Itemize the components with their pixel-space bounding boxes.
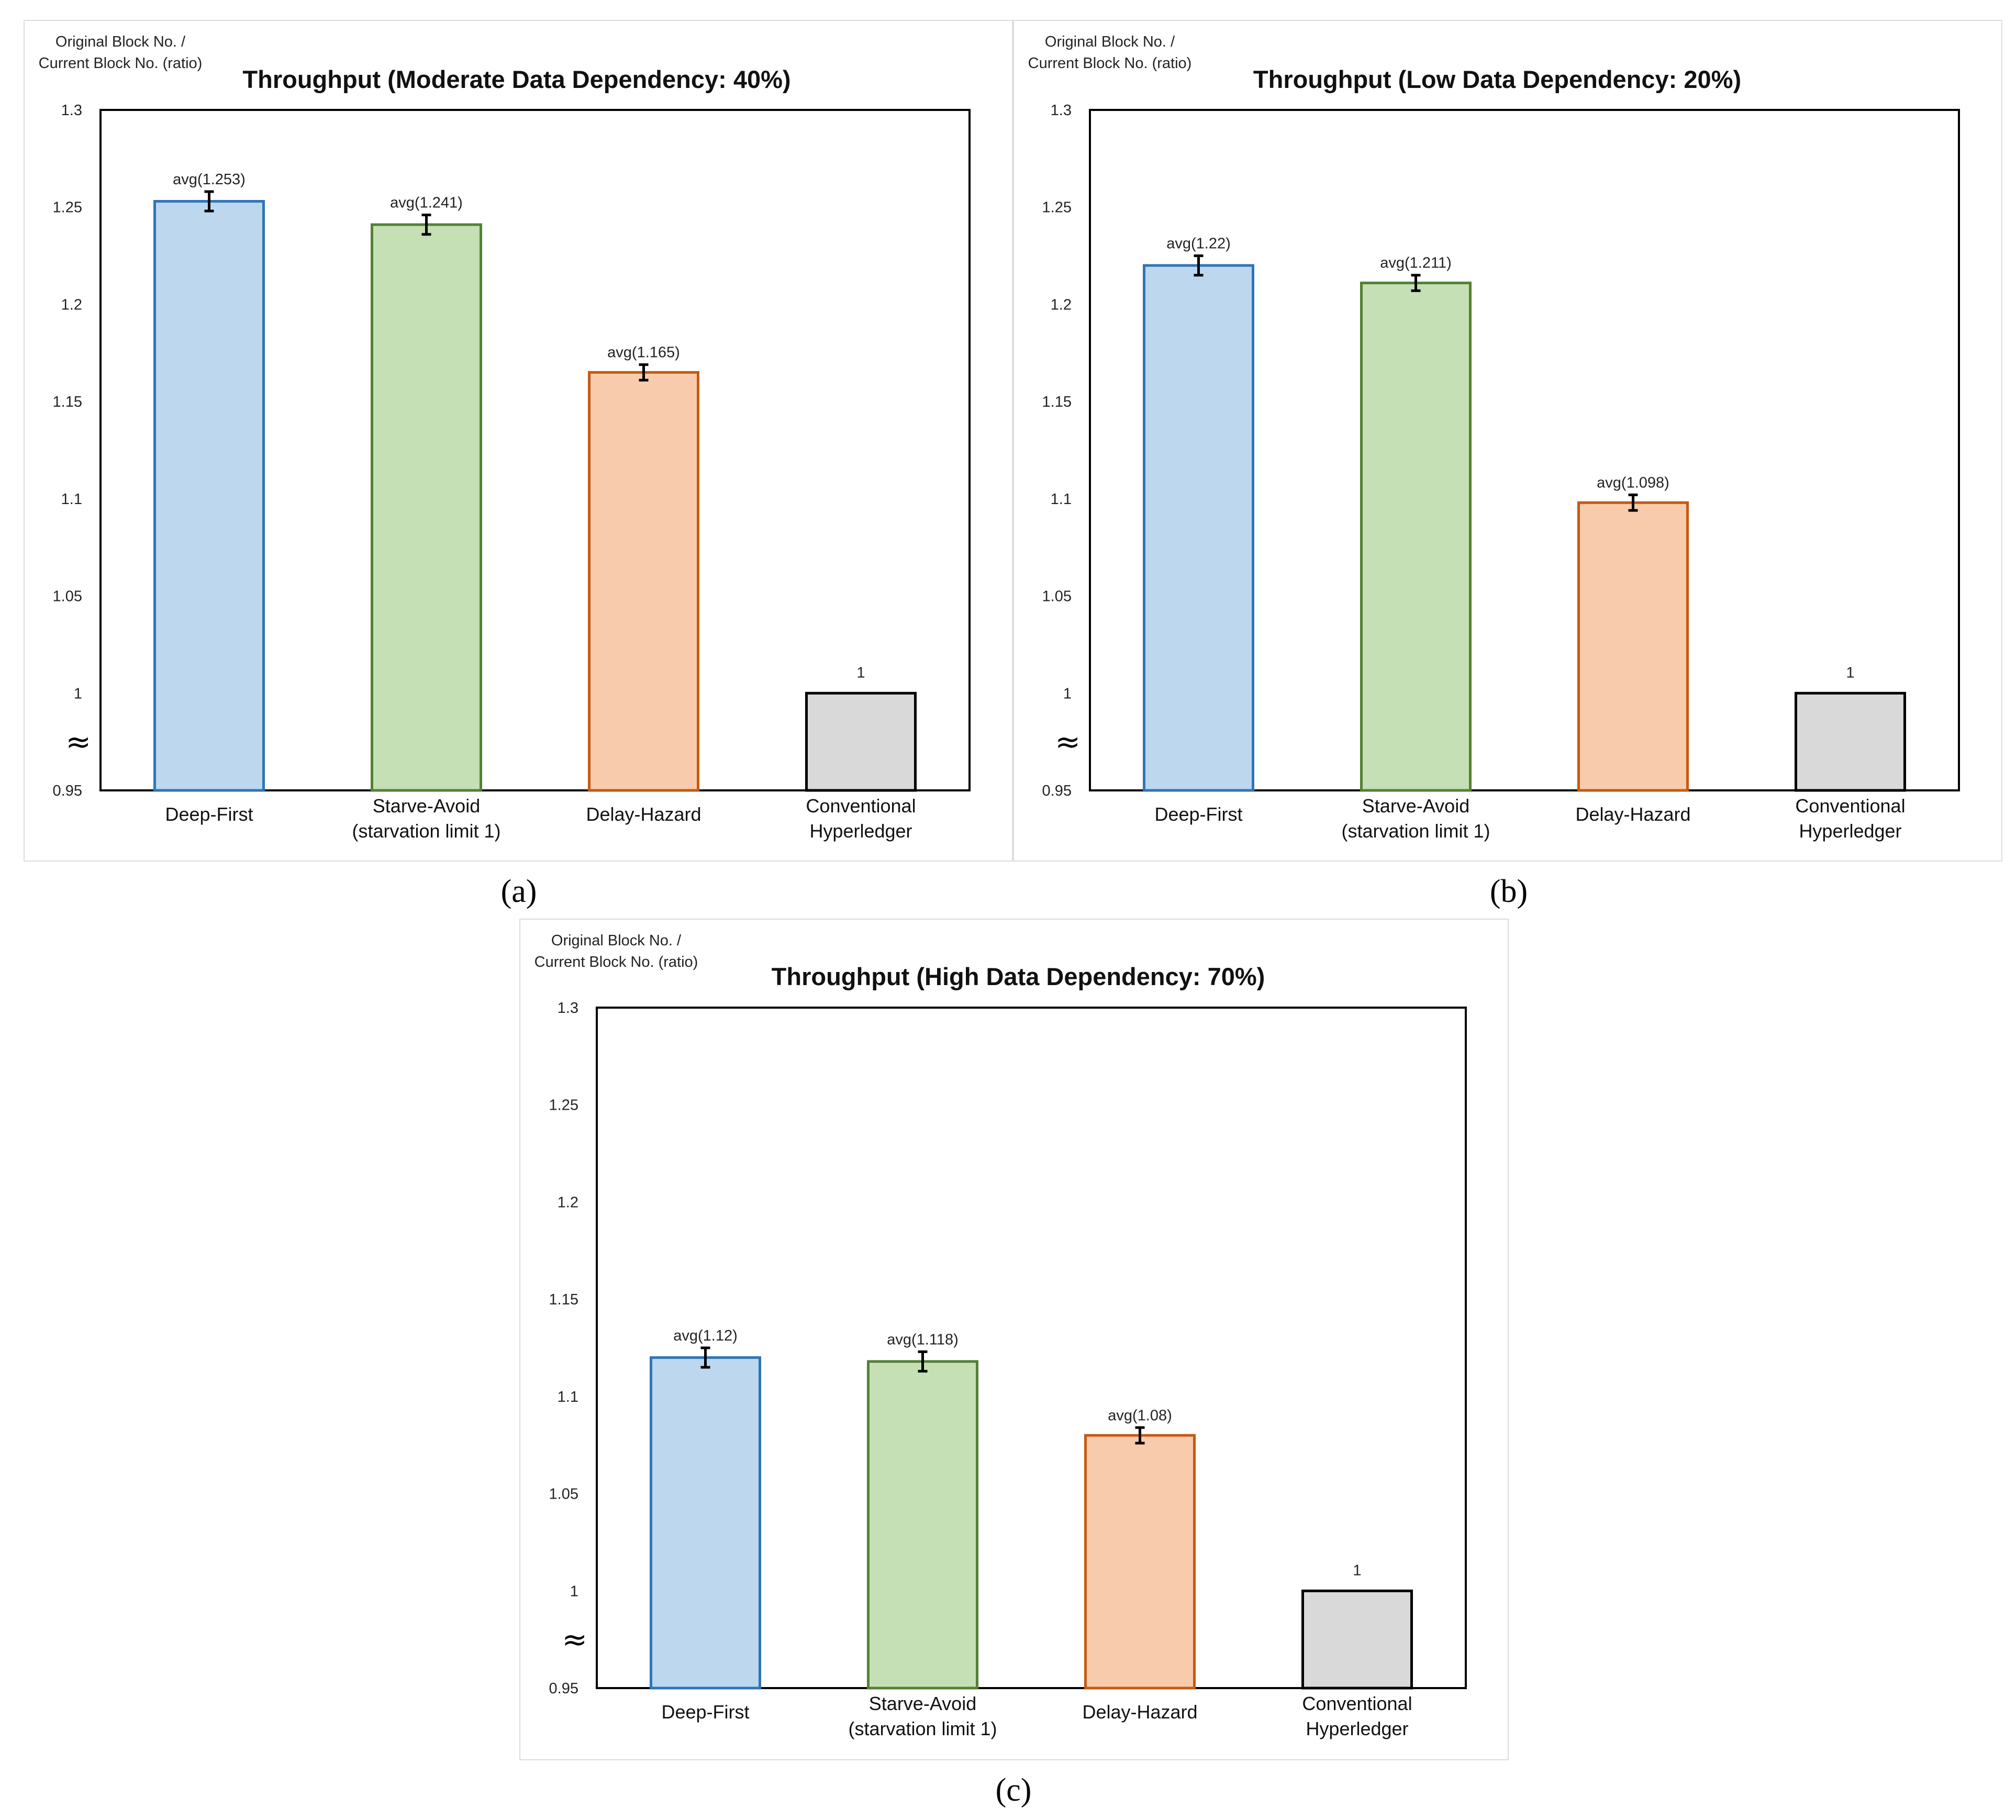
panel-label-b: (b)	[1489, 874, 1528, 909]
chart-a-ytick-label: 1.05	[53, 588, 82, 605]
chart-c-category-label: Starve-Avoid	[869, 1693, 976, 1714]
chart-b-bar	[1360, 282, 1472, 792]
chart-c-ytick-label: 1.3	[558, 1000, 578, 1017]
chart-b-category-label: Delay-Hazard	[1575, 803, 1690, 825]
chart-a-bar	[153, 200, 265, 792]
chart-a-ylabel-line-2: Current Block No. (ratio)	[38, 55, 203, 72]
chart-a-category-label: Deep-First	[165, 803, 253, 825]
chart-b-category-label: Starve-Avoid	[1362, 795, 1469, 817]
chart-c-bar	[867, 1360, 978, 1690]
chart-a-bar	[588, 371, 699, 792]
chart-c-category-label: Hyperledger	[1306, 1718, 1408, 1739]
chart-b-bar	[1143, 264, 1254, 792]
chart-c-bar	[1084, 1434, 1196, 1690]
chart-b-ytick-label: 1.15	[1042, 394, 1072, 410]
chart-c-category-label: (starvation limit 1)	[848, 1718, 997, 1739]
chart-a-axis-break: ≈	[65, 724, 91, 760]
chart-c-ylabel-line-2: Current Block No. (ratio)	[534, 954, 698, 970]
chart-a-category-label: (starvation limit 1)	[352, 820, 500, 842]
chart-a-category-label: Starve-Avoid	[373, 795, 480, 817]
chart-b-ytick-label: 1	[1063, 685, 1072, 702]
chart-a-bar	[371, 223, 482, 792]
chart-b-data-label: avg(1.211)	[1380, 255, 1452, 272]
chart-b-data-label: avg(1.098)	[1597, 474, 1669, 491]
chart-b-ytick-label: 1.05	[1042, 588, 1072, 605]
chart-c-ytick-label: 1.05	[549, 1486, 578, 1503]
chart-a-ytick-label: 1	[74, 685, 82, 702]
chart-b-plot-frame	[1089, 109, 1960, 791]
chart-c-category-label: Delay-Hazard	[1082, 1701, 1197, 1723]
chart-b-bar	[1795, 691, 1906, 792]
chart-c-category-label: Deep-First	[661, 1701, 749, 1723]
chart-c-ytick-label: 0.95	[549, 1680, 578, 1697]
chart-a-bar	[805, 691, 917, 792]
chart-a-ytick-label: 1.15	[53, 394, 82, 410]
chart-c-axis-break: ≈	[562, 1622, 587, 1657]
chart-c-data-label: 1	[1353, 1562, 1361, 1579]
chart-a-ylabel: Original Block No. / Current Block No. (…	[26, 31, 215, 74]
panel-label-c: (c)	[995, 1772, 1032, 1808]
chart-a-ytick-label: 1.2	[61, 296, 82, 313]
chart-b-data-label: avg(1.22)	[1166, 236, 1231, 252]
chart-c-ytick-label: 1	[570, 1583, 578, 1600]
chart-a-data-label: 1	[856, 664, 865, 681]
chart-a-category-label: Delay-Hazard	[586, 803, 701, 825]
chart-a-data-label: avg(1.165)	[607, 344, 680, 361]
chart-a-ytick-label: 1.3	[61, 102, 82, 119]
chart-b-ytick-label: 1.2	[1051, 296, 1072, 313]
chart-c-data-label: avg(1.08)	[1108, 1407, 1172, 1424]
chart-a-ylabel-line-1: Original Block No. /	[55, 34, 186, 50]
chart-b-ytick-label: 1.3	[1051, 102, 1072, 119]
chart-c-ylabel-line-1: Original Block No. /	[551, 932, 682, 949]
chart-c-category-label: Conventional	[1302, 1693, 1412, 1714]
chart-c-bar	[650, 1356, 761, 1690]
chart-b-ylabel-line-2: Current Block No. (ratio)	[1028, 55, 1192, 72]
chart-b-ytick-label: 0.95	[1042, 783, 1072, 799]
chart-b-bar	[1577, 501, 1689, 792]
chart-a-plot-frame	[99, 109, 971, 791]
chart-c-data-label: avg(1.118)	[887, 1331, 959, 1348]
chart-b-category-label: (starvation limit 1)	[1341, 820, 1490, 842]
chart-a-title: Throughput (Moderate Data Dependency: 40…	[242, 65, 791, 93]
chart-b-ytick-label: 1.25	[1042, 199, 1072, 216]
chart-a-category-label: Hyperledger	[809, 820, 912, 842]
chart-b-ytick-label: 1.1	[1051, 491, 1072, 508]
chart-b-category-label: Conventional	[1795, 795, 1905, 817]
chart-c-plot-frame	[596, 1007, 1467, 1689]
chart-a-data-label: avg(1.253)	[173, 171, 246, 188]
chart-a-ytick-label: 1.1	[61, 491, 82, 508]
chart-c-title: Throughput (High Data Dependency: 70%)	[771, 963, 1265, 990]
chart-c-bar	[1301, 1589, 1413, 1690]
chart-c-ytick-label: 1.1	[558, 1389, 578, 1405]
chart-b-ylabel-line-1: Original Block No. /	[1044, 34, 1175, 50]
chart-a-category-label: Conventional	[806, 795, 916, 817]
chart-b-axis-break: ≈	[1055, 724, 1081, 760]
chart-a-ytick-label: 1.25	[53, 199, 82, 216]
chart-b-category-label: Hyperledger	[1799, 820, 1901, 842]
chart-c-data-label: avg(1.12)	[673, 1327, 738, 1344]
chart-b-ylabel: Original Block No. / Current Block No. (…	[1016, 31, 1204, 74]
chart-b-category-label: Deep-First	[1154, 803, 1242, 825]
chart-c-ylabel: Original Block No. / Current Block No. (…	[522, 930, 710, 973]
panel-label-a: (a)	[500, 874, 537, 909]
chart-b-title: Throughput (Low Data Dependency: 20%)	[1253, 65, 1742, 93]
chart-a-ytick-label: 0.95	[53, 783, 82, 799]
chart-b-data-label: 1	[1846, 664, 1854, 681]
chart-c-ytick-label: 1.25	[549, 1097, 578, 1114]
chart-c-ytick-label: 1.2	[558, 1194, 578, 1211]
chart-a-data-label: avg(1.241)	[390, 195, 463, 211]
chart-c-ytick-label: 1.15	[549, 1291, 578, 1308]
